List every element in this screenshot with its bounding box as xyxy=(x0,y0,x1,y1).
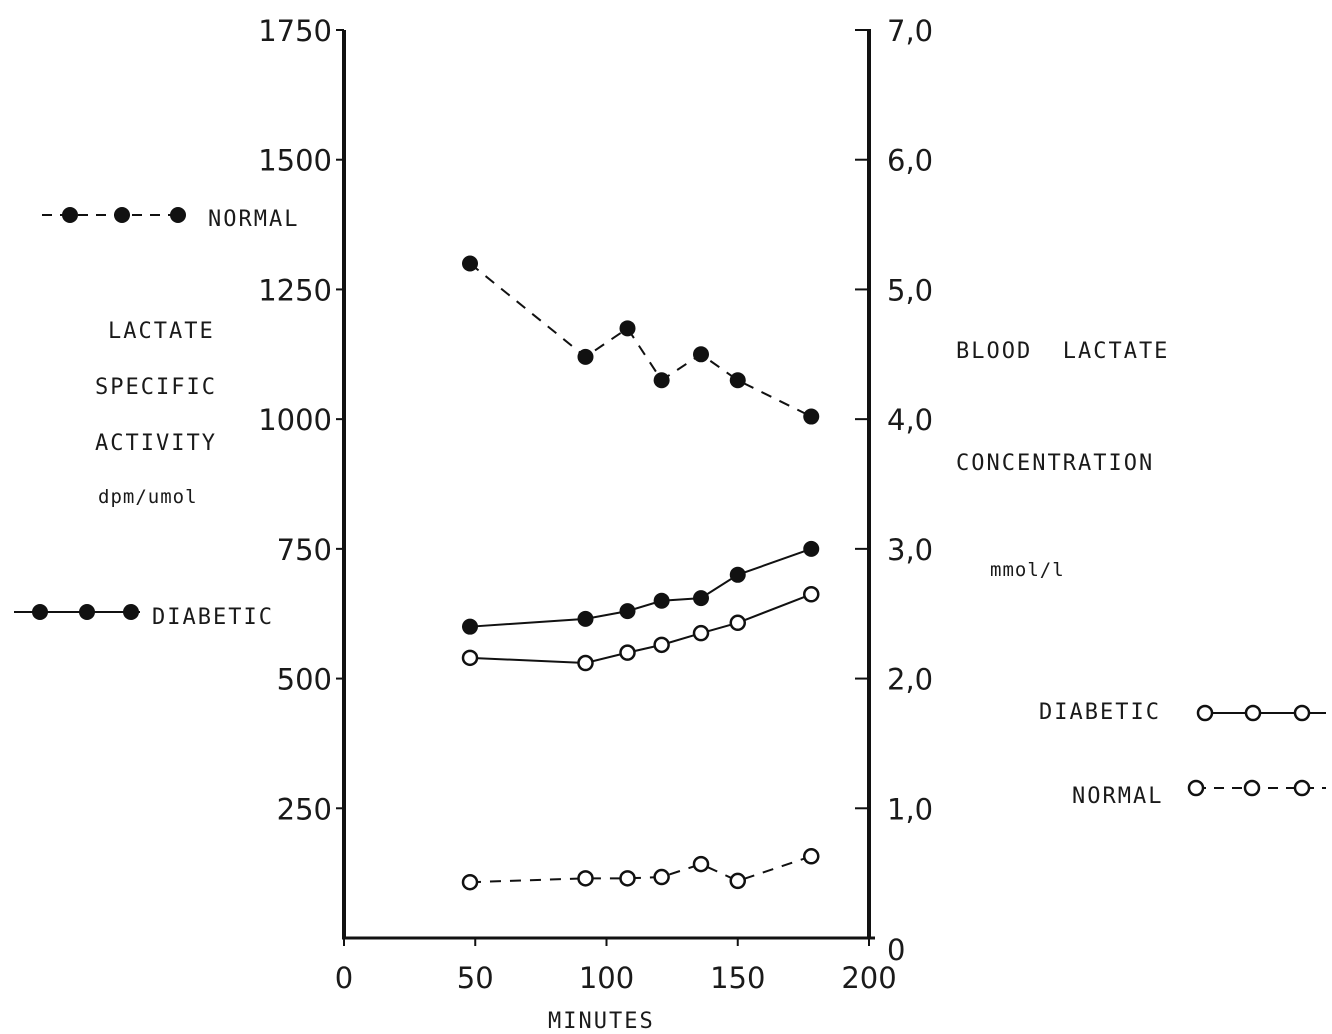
legend-marker xyxy=(62,207,78,223)
y-left-tick-label: 1000 xyxy=(258,403,332,437)
data-point xyxy=(461,873,479,891)
x-tick-label: 150 xyxy=(710,961,765,995)
data-point xyxy=(577,610,594,627)
y-right-tick-label: 3,0 xyxy=(887,533,933,567)
legend-marker xyxy=(1243,779,1261,797)
y-right-tick-label: 2,0 xyxy=(887,663,933,697)
data-point xyxy=(577,348,594,365)
y-right-tick-label: 7,0 xyxy=(887,14,933,48)
y-left-tick-label: 250 xyxy=(277,792,332,826)
data-point xyxy=(619,603,636,620)
x-tick-label: 100 xyxy=(579,961,634,995)
legend-right-diabetic: DIABETIC xyxy=(1039,700,1326,725)
y-left-tick-label: 1750 xyxy=(258,14,332,48)
data-point xyxy=(619,644,636,661)
legend-marker xyxy=(1293,704,1311,722)
x-axis-label: MINUTES xyxy=(548,1009,655,1034)
legend-marker xyxy=(1196,704,1214,722)
y-left-label-line-2: SPECIFIC xyxy=(95,375,217,400)
series-line xyxy=(469,593,812,665)
data-point xyxy=(462,618,478,635)
data-point xyxy=(803,848,820,865)
legend-marker xyxy=(32,604,48,620)
y-left-label-unit: dpm/umol xyxy=(98,486,198,508)
data-point xyxy=(729,372,746,389)
data-point xyxy=(729,872,746,890)
y-right-tick-label: 6,0 xyxy=(887,144,933,178)
data-point xyxy=(729,566,746,583)
legend-marker xyxy=(170,207,186,223)
y-right-label-line-2: CONCENTRATION xyxy=(956,451,1154,476)
legend-swatch-diabetic-filled-solid xyxy=(14,604,140,620)
legend-swatch-normal-open-dashed xyxy=(1187,779,1326,797)
data-point xyxy=(462,255,478,272)
series-2-diabetic-open xyxy=(461,586,820,672)
data-point xyxy=(693,590,709,607)
y-left-tick-label: 750 xyxy=(277,533,332,567)
data-point xyxy=(653,636,670,654)
data-point xyxy=(577,654,594,672)
legend-swatch-diabetic-open-solid xyxy=(1196,704,1326,722)
y-right-label-unit: mmol/l xyxy=(990,559,1065,581)
plot-area xyxy=(461,255,820,891)
y-left-tick-label: 1500 xyxy=(258,144,332,178)
legend-left-normal: NORMAL xyxy=(42,207,299,232)
legend-marker xyxy=(79,604,95,620)
data-point xyxy=(461,649,479,667)
legend-marker xyxy=(123,604,139,620)
legend-label-diabetic-open: DIABETIC xyxy=(1039,700,1161,725)
x-tick-label: 0 xyxy=(335,961,353,995)
data-point xyxy=(692,855,710,873)
data-point xyxy=(729,614,746,632)
y-left-tick-label: 500 xyxy=(277,663,332,697)
data-point xyxy=(653,592,670,609)
series-1-diabetic-filled xyxy=(462,540,820,635)
data-point xyxy=(577,870,594,887)
y-right-tick-label: 0 xyxy=(887,933,905,967)
legend-label-diabetic: DIABETIC xyxy=(152,605,274,630)
series-3-normal-open xyxy=(461,848,820,891)
data-point xyxy=(803,408,820,425)
y-right-tick-label: 4,0 xyxy=(887,403,933,437)
legend-label-normal-open: NORMAL xyxy=(1072,784,1163,809)
data-point xyxy=(619,320,636,337)
legend-marker xyxy=(1244,704,1262,722)
y-right-tick-label: 1,0 xyxy=(887,792,933,826)
y-left-label-line-3: ACTIVITY xyxy=(95,431,217,456)
legend-marker xyxy=(114,207,130,223)
data-point xyxy=(803,540,820,557)
x-tick-label: 50 xyxy=(457,961,494,995)
legend-marker xyxy=(1293,779,1311,797)
data-point xyxy=(619,870,636,887)
data-point xyxy=(692,624,710,642)
data-point xyxy=(803,586,820,603)
series-line xyxy=(469,262,812,418)
series-line xyxy=(469,855,812,884)
y-right-label-line-1: BLOOD LACTATE xyxy=(956,339,1169,364)
y-right-tick-label: 5,0 xyxy=(887,273,933,307)
data-point xyxy=(653,372,670,389)
data-point xyxy=(693,346,709,363)
x-tick-label: 200 xyxy=(841,961,896,995)
data-point xyxy=(653,868,670,886)
legend-right-normal: NORMAL xyxy=(1072,779,1326,809)
y-left-label-line-1: LACTATE xyxy=(108,319,215,344)
legend-left-diabetic: DIABETIC xyxy=(14,604,274,630)
series-0-normal-filled xyxy=(462,255,820,425)
legend-marker xyxy=(1187,779,1205,797)
y-left-tick-label: 1250 xyxy=(258,273,332,307)
legend-swatch-normal-filled-dashed xyxy=(42,207,186,223)
legend-label-normal: NORMAL xyxy=(208,207,299,232)
axes: 0 50 100 150 200 250 500 750 1000 1250 1500 1750 0 1,… xyxy=(258,14,933,995)
